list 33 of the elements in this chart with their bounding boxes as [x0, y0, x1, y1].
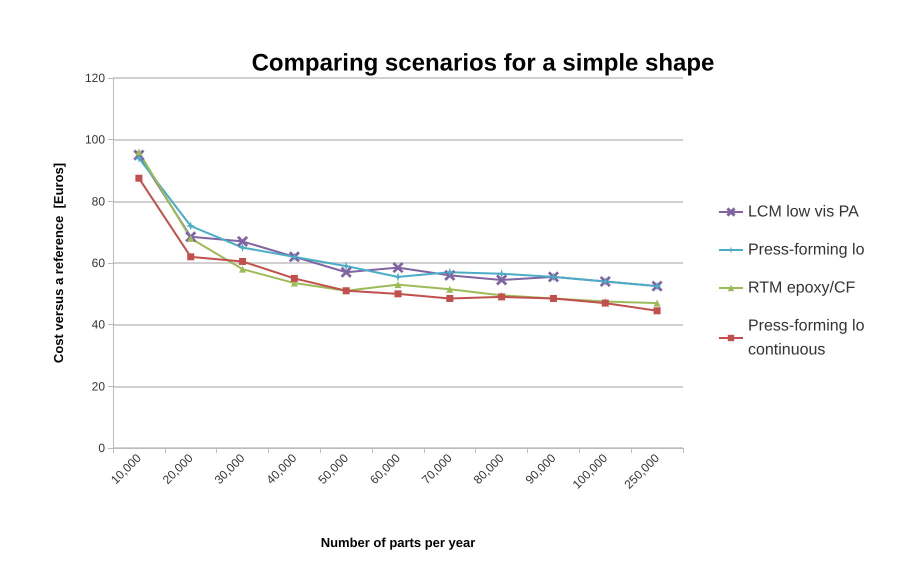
chart-title: Comparing scenarios for a simple shape [252, 50, 714, 76]
legend-label: RTM epoxy/CF [748, 280, 856, 296]
x-axis-title: Number of parts per year [320, 535, 476, 550]
point [394, 281, 402, 288]
legend-label: Press-forming lo continuous [748, 318, 869, 358]
y-tick-label: 20 [92, 379, 106, 394]
point [186, 222, 196, 230]
y-tick-label: 40 [92, 318, 106, 332]
point [239, 266, 246, 273]
y-tick-label: 80 [92, 194, 106, 208]
y-tick-label: 100 [84, 132, 106, 147]
legend-label: LCM low vis PA [748, 204, 860, 220]
point [238, 243, 248, 252]
point [446, 286, 454, 293]
y-tick-label: 120 [84, 71, 106, 85]
point [340, 267, 352, 278]
point [135, 174, 142, 182]
y-tick-label: 0 [98, 441, 106, 455]
point [654, 300, 661, 307]
point [445, 268, 454, 277]
point [342, 262, 351, 271]
point [392, 262, 404, 273]
point [290, 274, 298, 282]
y-axis-title: Cost versus a reference [Euros] [51, 162, 66, 364]
point [187, 253, 194, 260]
point [394, 290, 402, 298]
point [654, 307, 661, 314]
point [446, 294, 454, 302]
point [237, 236, 248, 247]
y-tick-label: 60 [92, 256, 106, 270]
legend-label: Press-forming lo [748, 242, 865, 258]
point [239, 258, 246, 265]
point [496, 274, 507, 286]
